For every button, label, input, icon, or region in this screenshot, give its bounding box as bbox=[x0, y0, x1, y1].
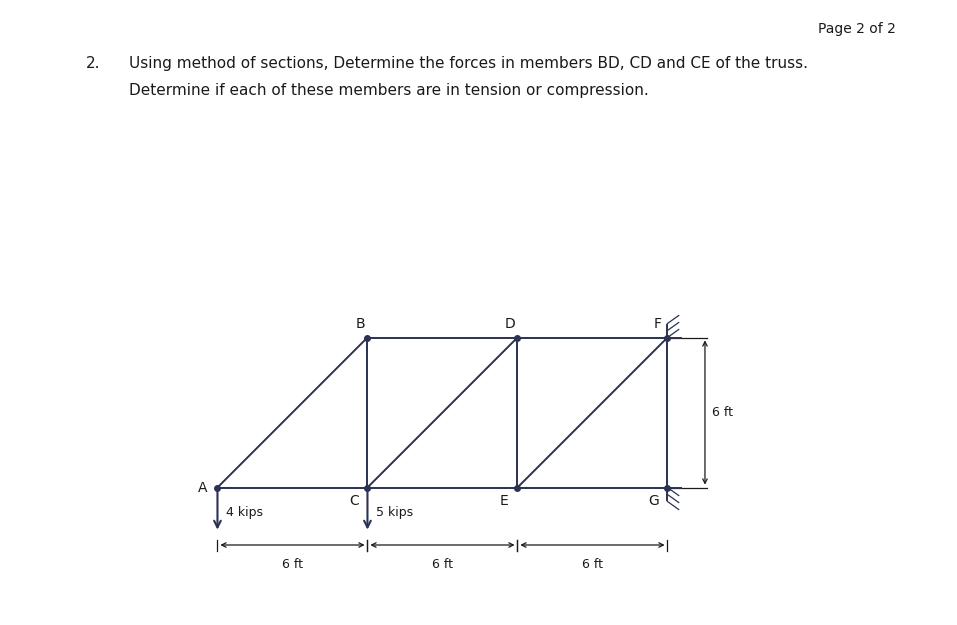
Text: 6 ft: 6 ft bbox=[712, 406, 733, 419]
Text: Determine if each of these members are in tension or compression.: Determine if each of these members are i… bbox=[129, 82, 649, 98]
Text: F: F bbox=[654, 317, 661, 331]
Text: C: C bbox=[349, 494, 359, 508]
Text: B: B bbox=[355, 317, 365, 331]
Text: 6 ft: 6 ft bbox=[582, 558, 603, 571]
Text: A: A bbox=[198, 481, 208, 494]
Text: E: E bbox=[500, 494, 508, 508]
Text: 5 kips: 5 kips bbox=[376, 506, 413, 519]
Text: 6 ft: 6 ft bbox=[432, 558, 453, 571]
Text: 4 kips: 4 kips bbox=[226, 506, 263, 519]
Text: 2.: 2. bbox=[86, 56, 100, 71]
Text: Page 2 of 2: Page 2 of 2 bbox=[817, 22, 896, 36]
Text: G: G bbox=[648, 494, 659, 508]
Text: 6 ft: 6 ft bbox=[282, 558, 303, 571]
Text: Using method of sections, Determine the forces in members BD, CD and CE of the t: Using method of sections, Determine the … bbox=[129, 56, 809, 71]
Text: D: D bbox=[504, 317, 515, 331]
